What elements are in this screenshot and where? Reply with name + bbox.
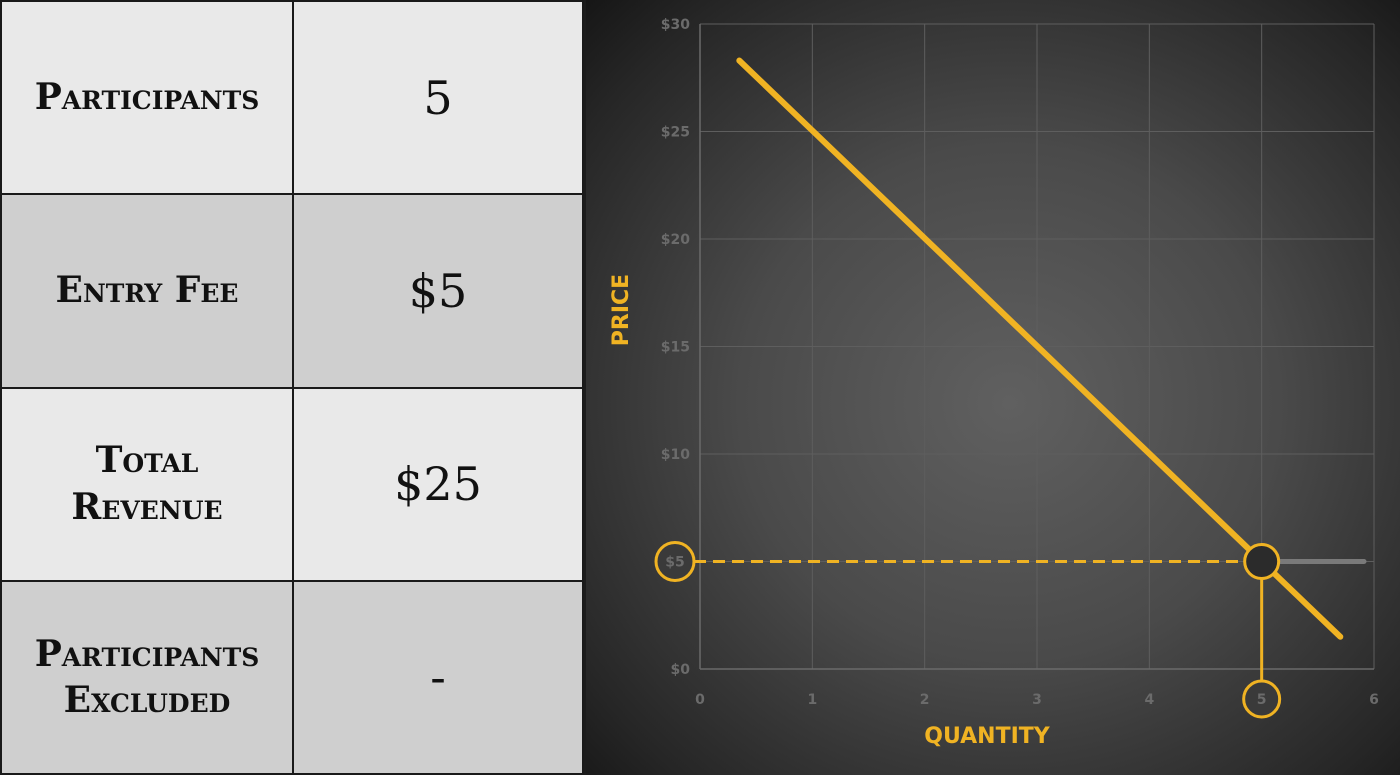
x-tick-label: 2	[920, 692, 930, 708]
row-label: Entry Fee	[55, 269, 239, 312]
intersection-marker	[1243, 543, 1281, 580]
summary-table: Participants 5 Entry Fee $5 Total Revenu…	[0, 0, 584, 775]
row-value: 5	[423, 70, 453, 125]
row-label-cell: Participants	[0, 0, 294, 196]
row-label-cell: Entry Fee	[0, 193, 294, 389]
x-tick-label: 6	[1369, 692, 1379, 708]
price-marker	[654, 541, 696, 582]
row-value-cell: 5	[292, 0, 584, 196]
x-axis-title: QUANTITY	[924, 724, 1051, 749]
x-tick-label: 1	[807, 692, 817, 708]
row-label: Participants	[34, 76, 260, 119]
chart-svg: 0123456$0$5$10$15$20$25$30 $55 QUANTITY …	[609, 17, 1379, 749]
y-tick-label: $25	[661, 125, 690, 141]
price-marker-label: $5	[665, 555, 684, 571]
tick-labels: 0 1 2 3 4 5 6 $0 $5 $10 $15 $20 $25 $30	[661, 17, 1379, 708]
row-value: $5	[408, 263, 468, 318]
row-value-cell: $25	[292, 386, 584, 582]
highlight	[675, 559, 1367, 697]
row-value-cell: -	[292, 579, 584, 775]
row-label: Total Revenue	[71, 439, 223, 529]
y-tick-label: $20	[661, 232, 690, 248]
demand-line	[736, 57, 1344, 640]
y-tick-label: $10	[661, 447, 690, 463]
x-tick-label: 4	[1144, 692, 1154, 708]
row-label-cell: Participants Excluded	[0, 579, 294, 775]
table-row-participants: Participants 5	[0, 0, 584, 196]
y-tick-label: $15	[661, 340, 690, 356]
y-tick-label: $30	[661, 17, 690, 33]
series	[736, 57, 1344, 640]
markers: $5 5	[654, 541, 1282, 719]
table-row-entry-fee: Entry Fee $5	[0, 193, 584, 389]
row-value: $25	[394, 457, 482, 512]
row-label: Participants Excluded	[34, 632, 260, 722]
y-tick-label: $0	[671, 662, 691, 678]
demand-chart: 0123456$0$5$10$15$20$25$30 $55 QUANTITY …	[586, 0, 1400, 775]
table-row-participants-excluded: Participants Excluded -	[0, 579, 584, 775]
quantity-marker-label: 5	[1257, 692, 1267, 708]
x-tick-label: 0	[695, 692, 705, 708]
x-tick-label: 3	[1032, 692, 1042, 708]
row-value-cell: $5	[292, 193, 584, 389]
table-row-total-revenue: Total Revenue $25	[0, 386, 584, 582]
row-value: -	[430, 650, 446, 705]
row-label-cell: Total Revenue	[0, 386, 294, 582]
y-axis-title: PRICE	[609, 274, 634, 346]
quantity-marker	[1242, 679, 1282, 719]
